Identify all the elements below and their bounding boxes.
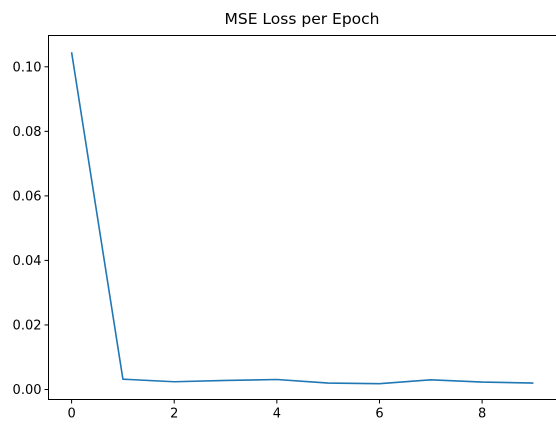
x-tick-label-0: 0 [67, 407, 75, 422]
x-axis: 0 2 4 6 8 [67, 399, 486, 422]
y-tick-label-2: 0.04 [13, 254, 42, 269]
y-tick-label-1: 0.02 [13, 318, 42, 333]
x-tick-label-3: 6 [375, 407, 383, 422]
y-tick-label-3: 0.06 [13, 189, 42, 204]
x-tick-label-4: 8 [478, 407, 486, 422]
plot-area [70, 52, 534, 385]
plot-frame [48, 35, 556, 400]
x-tick-label-1: 2 [170, 407, 178, 422]
y-tick-label-0: 0.00 [13, 383, 42, 398]
y-axis: 0.00 0.02 0.04 0.06 0.08 0.10 [13, 60, 49, 398]
y-tick-label-4: 0.08 [13, 125, 42, 140]
chart-title: MSE Loss per Epoch [225, 10, 380, 28]
y-tick-label-5: 0.10 [13, 60, 42, 75]
x-tick-label-2: 4 [273, 407, 281, 422]
series-line-0 [70, 52, 534, 385]
